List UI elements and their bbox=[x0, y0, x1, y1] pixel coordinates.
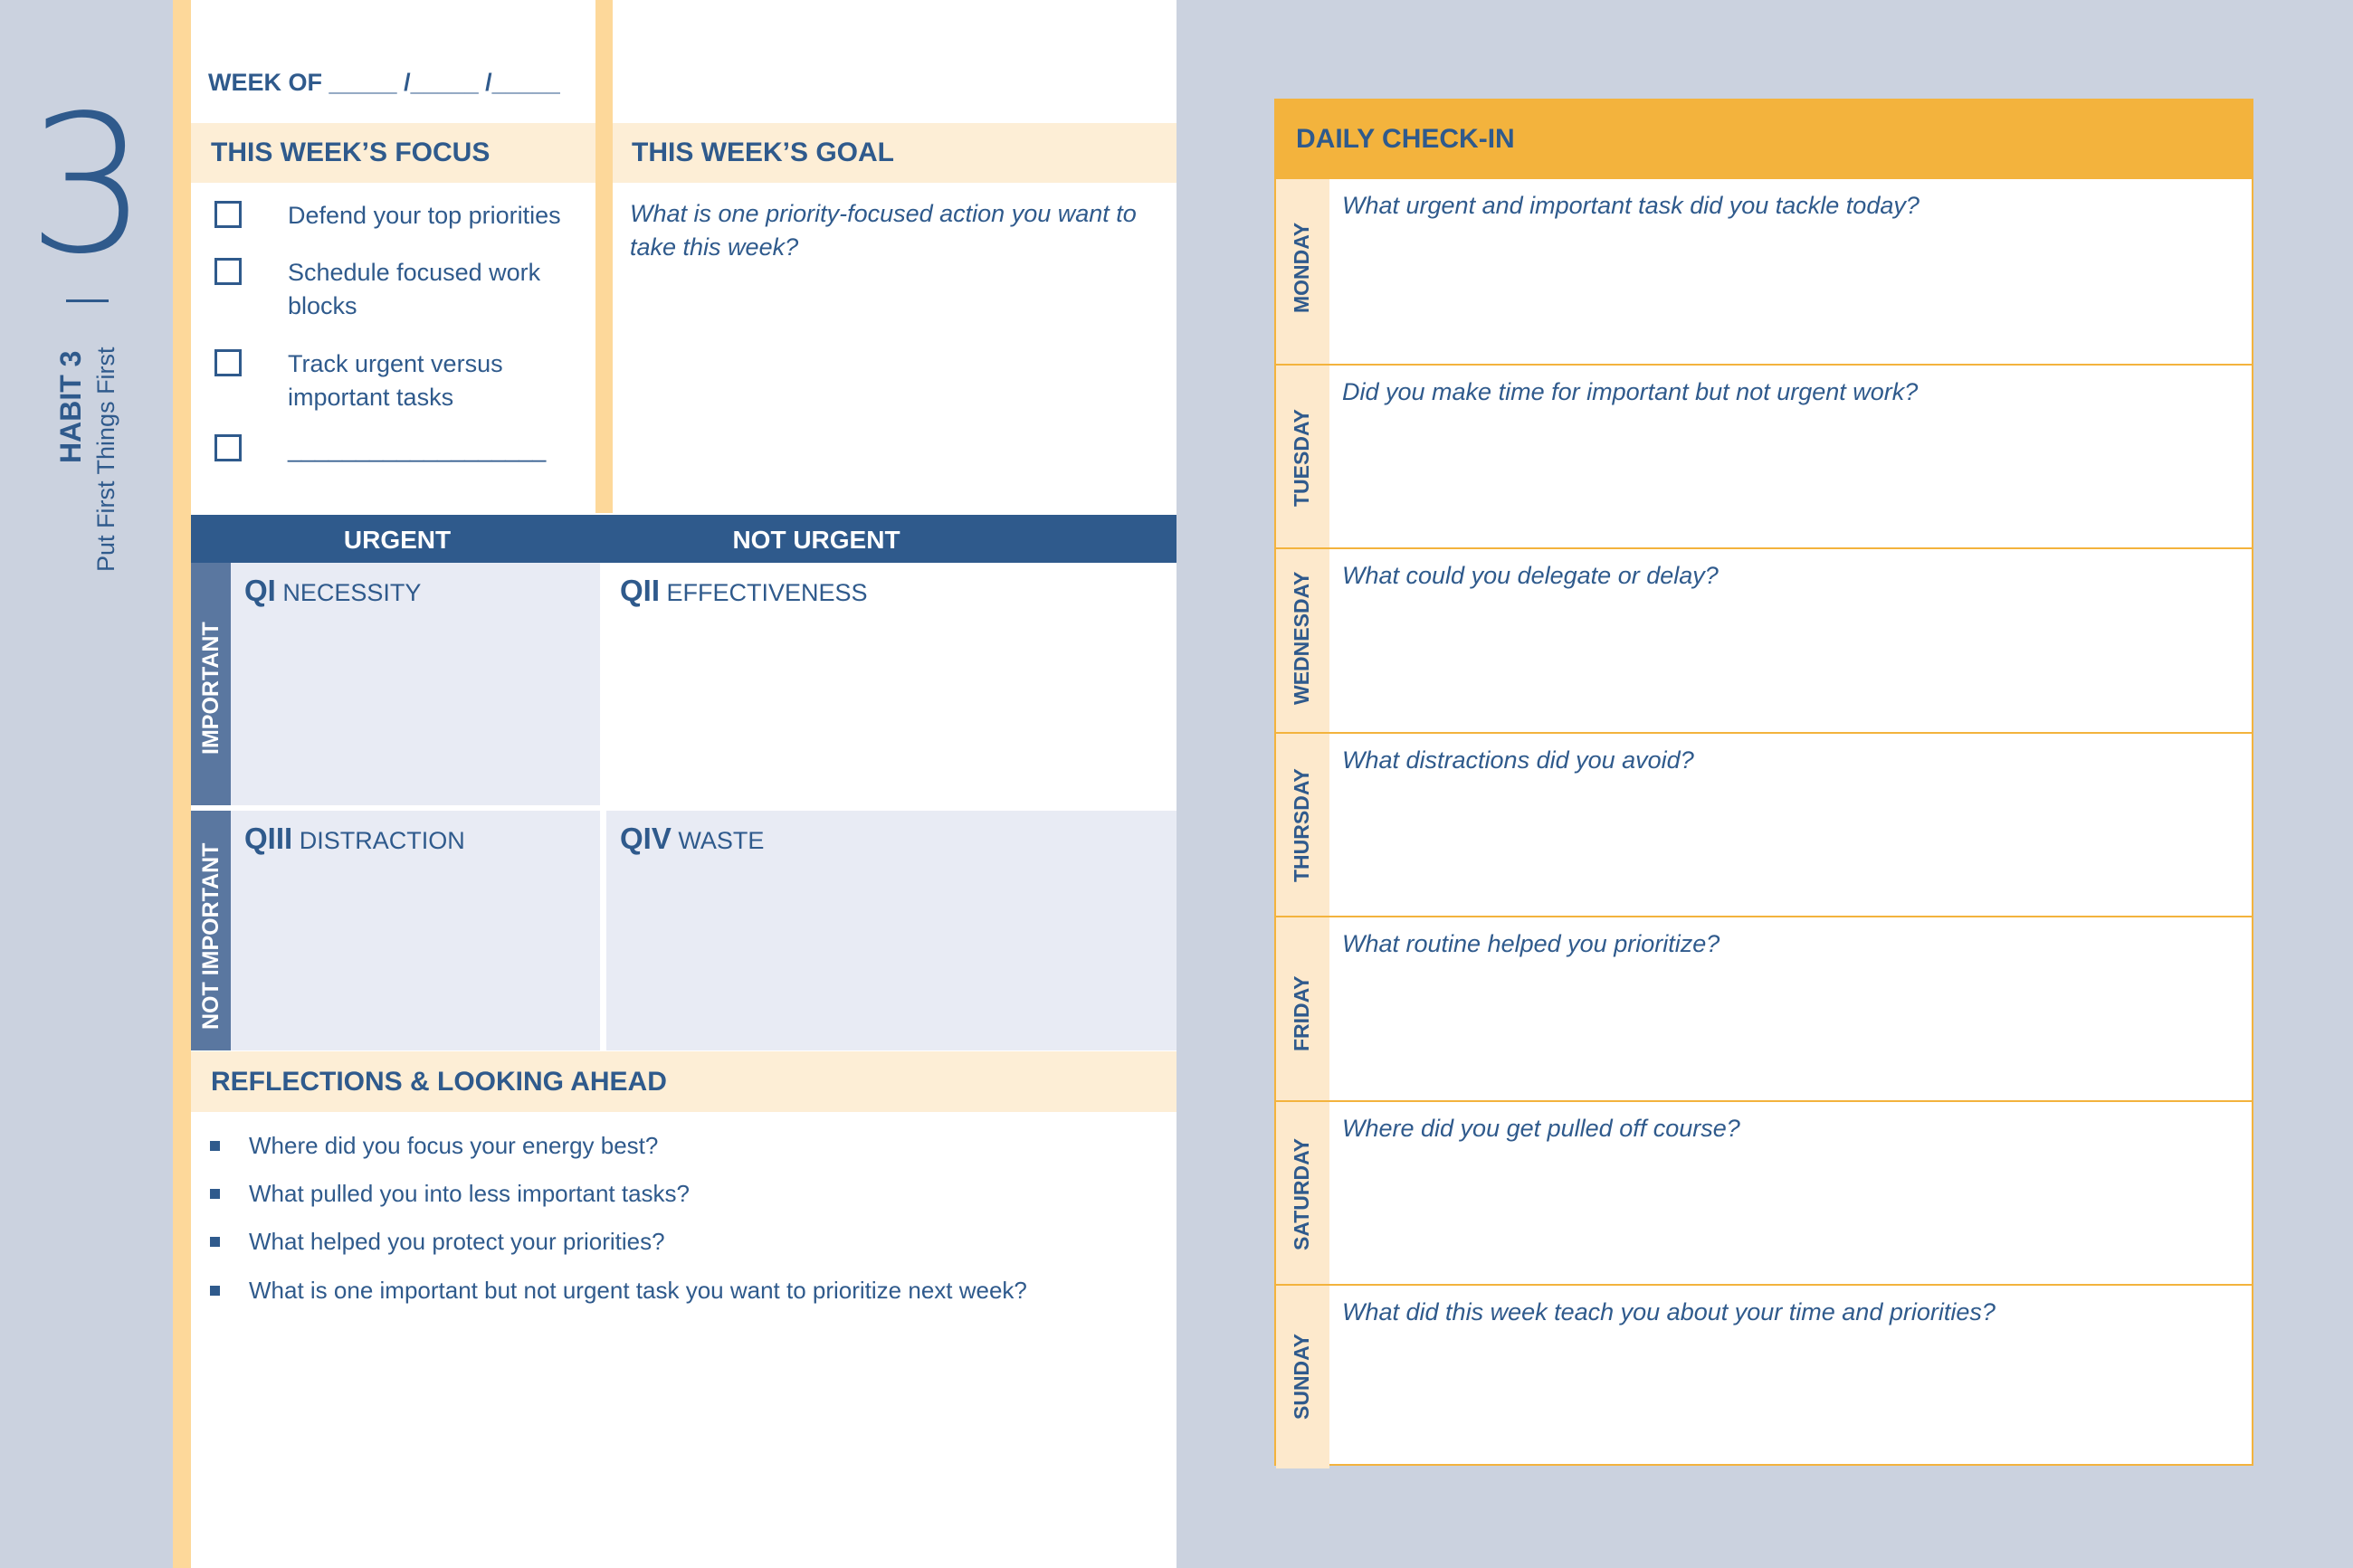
q2-label: EFFECTIVENESS bbox=[666, 579, 868, 606]
matrix-header: URGENT NOT URGENT bbox=[191, 515, 1176, 563]
day-row-sunday[interactable]: SUNDAY What did this week teach you about… bbox=[1276, 1284, 2252, 1468]
focus-title: THIS WEEK’S FOCUS bbox=[191, 123, 595, 183]
bullet-icon bbox=[210, 1141, 220, 1151]
day-label: WEDNESDAY bbox=[1290, 571, 1313, 705]
focus-item-blank[interactable]: ___________________ bbox=[288, 435, 547, 462]
sidebar bbox=[0, 0, 173, 1568]
day-question: Where did you get pulled off course? bbox=[1342, 1114, 1740, 1142]
day-label: MONDAY bbox=[1290, 222, 1313, 313]
day-question: Did you make time for important but not … bbox=[1342, 377, 1919, 405]
important-label: IMPORTANT bbox=[198, 622, 224, 755]
habit-number: 3 bbox=[27, 74, 148, 296]
q1-label: NECESSITY bbox=[282, 579, 422, 606]
reflection-item: What is one important but not urgent tas… bbox=[210, 1277, 1027, 1305]
reflection-text: Where did you focus your energy best? bbox=[249, 1132, 659, 1159]
day-strip: WEDNESDAY bbox=[1276, 549, 1329, 732]
focus-item-label: Defend your top priorities bbox=[288, 202, 561, 229]
focus-item-label: Track urgent versus important tasks bbox=[288, 350, 503, 411]
day-strip: SUNDAY bbox=[1276, 1286, 1329, 1468]
reflection-text: What pulled you into less important task… bbox=[249, 1180, 691, 1207]
checkbox[interactable] bbox=[214, 258, 242, 285]
bullet-icon bbox=[210, 1189, 220, 1199]
reflection-item: What pulled you into less important task… bbox=[210, 1180, 690, 1208]
habit-label: HABIT 3 bbox=[54, 350, 87, 463]
day-label: TUESDAY bbox=[1290, 408, 1313, 507]
day-strip: FRIDAY bbox=[1276, 917, 1329, 1100]
week-of-field[interactable]: WEEK OF _____ /_____ /_____ bbox=[208, 69, 560, 96]
habit-subtitle: Put First Things First bbox=[92, 347, 119, 572]
not-urgent-label: NOT URGENT bbox=[732, 526, 900, 554]
day-row-friday[interactable]: FRIDAY What routine helped you prioritize… bbox=[1276, 916, 2252, 1100]
goal-title: THIS WEEK’S GOAL bbox=[613, 123, 1176, 183]
day-strip: THURSDAY bbox=[1276, 733, 1329, 916]
daily-title: DAILY CHECK-IN bbox=[1276, 100, 2252, 179]
focus-item[interactable]: Track urgent versus important tasks bbox=[214, 347, 576, 414]
q2-code: QII bbox=[620, 574, 661, 607]
day-row-monday[interactable]: MONDAY What urgent and important task did… bbox=[1276, 179, 2252, 364]
bullet-icon bbox=[210, 1286, 220, 1296]
q1-code: QI bbox=[244, 574, 276, 607]
page-stripe bbox=[173, 0, 191, 1568]
day-row-saturday[interactable]: SATURDAY Where did you get pulled off cou… bbox=[1276, 1099, 2252, 1284]
day-question: What could you delegate or delay? bbox=[1342, 562, 1719, 589]
focus-item[interactable]: Schedule focused work blocks bbox=[214, 256, 576, 323]
day-label: SATURDAY bbox=[1290, 1137, 1313, 1250]
day-strip: TUESDAY bbox=[1276, 365, 1329, 547]
day-strip: SATURDAY bbox=[1276, 1101, 1329, 1284]
day-strip: MONDAY bbox=[1276, 179, 1329, 364]
day-question: What urgent and important task did you t… bbox=[1342, 192, 1920, 219]
quadrant-4[interactable]: QIV WASTE bbox=[606, 811, 1176, 1050]
day-row-thursday[interactable]: THURSDAY What distractions did you avoid? bbox=[1276, 731, 2252, 916]
day-question: What routine helped you prioritize? bbox=[1342, 930, 1720, 957]
checkbox[interactable] bbox=[214, 349, 242, 376]
urgent-label: URGENT bbox=[343, 526, 452, 554]
important-strip: IMPORTANT bbox=[191, 563, 231, 805]
quadrant-3[interactable]: QIII DISTRACTION bbox=[231, 811, 600, 1050]
day-row-wednesday[interactable]: WEDNESDAY What could you delegate or dela… bbox=[1276, 547, 2252, 732]
not-important-strip: NOT IMPORTANT bbox=[191, 811, 231, 1050]
focus-item[interactable]: Defend your top priorities bbox=[214, 199, 561, 233]
reflections-title: REFLECTIONS & LOOKING AHEAD bbox=[191, 1051, 1176, 1112]
column-stripe bbox=[595, 0, 613, 513]
goal-prompt: What is one priority-focused action you … bbox=[630, 200, 1137, 261]
day-question: What distractions did you avoid? bbox=[1342, 746, 1694, 774]
q3-code: QIII bbox=[244, 822, 293, 855]
not-important-label: NOT IMPORTANT bbox=[198, 842, 224, 1030]
divider bbox=[66, 299, 109, 302]
bullet-icon bbox=[210, 1237, 220, 1247]
checkbox[interactable] bbox=[214, 434, 242, 461]
checkbox[interactable] bbox=[214, 201, 242, 228]
day-label: FRIDAY bbox=[1290, 975, 1313, 1052]
q4-code: QIV bbox=[620, 822, 672, 855]
day-question: What did this week teach you about your … bbox=[1342, 1298, 1996, 1326]
focus-item-label: Schedule focused work blocks bbox=[288, 259, 541, 319]
day-label: THURSDAY bbox=[1290, 767, 1313, 882]
q3-label: DISTRACTION bbox=[299, 827, 465, 854]
day-row-tuesday[interactable]: TUESDAY Did you make time for important b… bbox=[1276, 363, 2252, 547]
reflection-text: What is one important but not urgent tas… bbox=[249, 1277, 1027, 1304]
quadrant-2[interactable]: QII EFFECTIVENESS bbox=[606, 563, 1176, 805]
day-label: SUNDAY bbox=[1290, 1333, 1313, 1420]
reflection-item: What helped you protect your priorities? bbox=[210, 1228, 665, 1256]
focus-item[interactable]: ___________________ bbox=[214, 432, 546, 466]
daily-check-in: DAILY CHECK-IN MONDAY What urgent and imp… bbox=[1274, 99, 2253, 1468]
reflection-item: Where did you focus your energy best? bbox=[210, 1132, 658, 1160]
quadrant-1[interactable]: QI NECESSITY bbox=[231, 563, 600, 805]
q4-label: WASTE bbox=[678, 827, 765, 854]
reflection-text: What helped you protect your priorities? bbox=[249, 1228, 665, 1255]
